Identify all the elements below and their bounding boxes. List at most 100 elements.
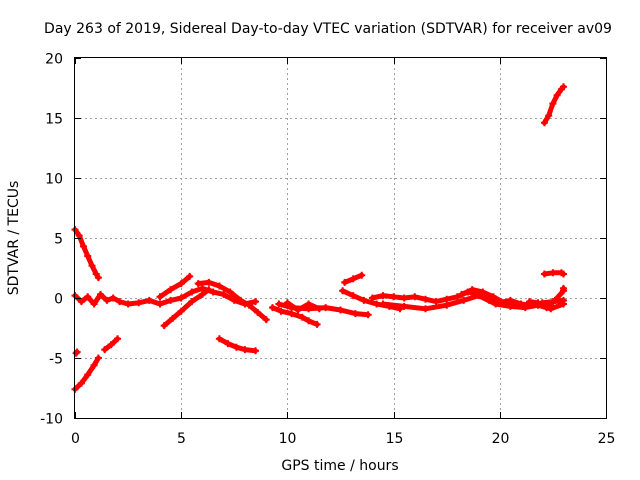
data-point [156,293,164,301]
data-point [349,275,357,283]
data-point [215,335,223,343]
data-point [305,317,313,325]
data-point [224,340,232,348]
data-point [492,300,500,308]
data-point [500,299,508,307]
data-point [298,313,306,321]
data-point [553,91,561,99]
data-point [103,296,111,304]
data-point [560,270,567,278]
series-arc-12 [284,300,322,313]
data-point [540,119,548,127]
data-point [88,262,96,270]
y-axis-label: SDTVAR / TECUs [6,181,22,296]
data-point [124,300,132,308]
data-point [107,341,115,349]
data-point [294,306,302,314]
data-point [94,274,102,282]
data-point [145,296,153,304]
data-point [540,270,548,278]
data-point [177,280,185,288]
data-point [458,290,466,298]
data-point [232,343,240,351]
series-arc-6 [157,273,193,300]
data-point [160,322,168,330]
y-tick-label: 20 [45,52,63,68]
data-point [169,314,177,322]
data-point [135,299,143,307]
data-point [337,306,344,314]
data-point [90,300,98,308]
y-tick-label: 0 [54,292,63,308]
data-point [288,310,296,318]
y-tick-label: 5 [54,232,63,248]
data-point [379,292,387,300]
data-point [315,305,323,313]
data-point [305,300,313,308]
data-point [364,311,372,319]
data-point [80,242,87,250]
data-point [177,307,185,315]
data-point [188,298,196,306]
data-point [97,290,104,298]
data-point [188,288,196,296]
data-point [198,284,206,292]
data-point [322,304,330,312]
y-tick-label: -10 [40,412,63,428]
data-point [220,290,228,298]
data-point [400,302,408,310]
data-point [92,270,100,278]
data-point [358,271,366,279]
data-point [237,296,245,304]
data-point [341,278,349,286]
data-point [551,296,559,304]
data-point [534,299,542,307]
series-arc-9 [216,336,258,354]
data-point [205,278,213,286]
data-point [84,371,92,379]
data-point [84,293,92,301]
data-point [489,293,497,301]
data-point [521,304,529,312]
y-tick-label: 10 [45,172,63,188]
data-point [390,293,398,301]
data-point [75,232,83,240]
data-point [283,299,291,307]
data-point [94,354,102,362]
data-point [226,288,234,296]
data-point [368,294,376,302]
data-point [245,301,253,309]
y-tick-label: 15 [45,112,63,128]
data-point [560,284,567,292]
x-tick-label: 20 [492,431,510,447]
data-point [275,300,283,308]
data-point [373,300,381,308]
grid [75,58,606,418]
data-point [194,280,202,288]
plot-frame [74,57,607,419]
data-point [560,300,567,308]
data-point [167,286,175,294]
data-point [198,290,206,298]
y-tick-label: -5 [49,352,63,368]
data-point [432,298,440,306]
data-point [349,292,357,300]
data-point [339,287,347,295]
x-tick-label: 5 [177,431,186,447]
x-tick-label: 10 [279,431,297,447]
data-point [422,305,429,313]
data-point [77,298,85,306]
data-point [116,298,124,306]
data-point [351,310,359,318]
data-point [84,252,92,260]
data-point [269,304,276,312]
data-point [77,379,85,387]
data-point [215,282,223,290]
data-point [479,288,487,296]
data-point [549,269,557,277]
data-point [205,286,213,294]
data-point [453,293,461,301]
data-point [400,294,408,302]
data-point [468,286,476,294]
